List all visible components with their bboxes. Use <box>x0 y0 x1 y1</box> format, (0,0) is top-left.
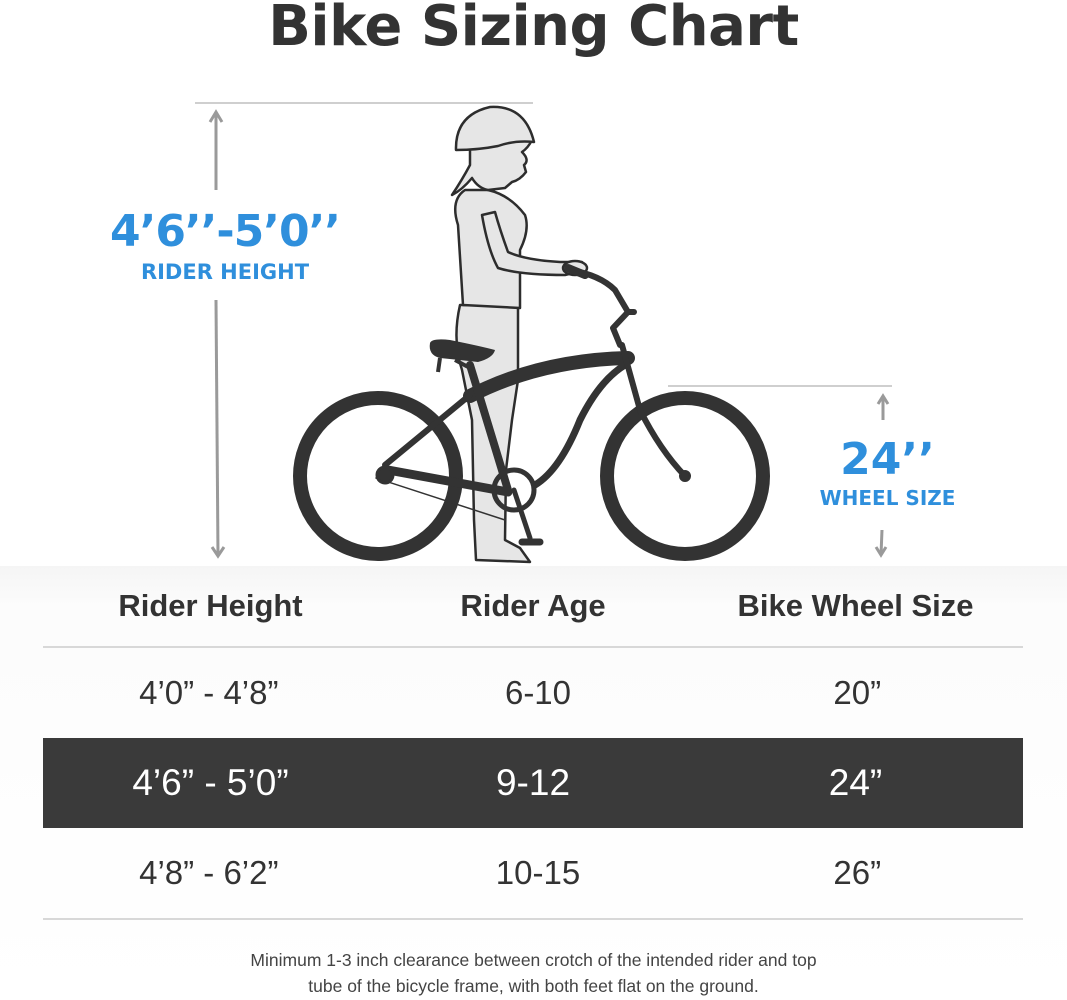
header-wheel-size: Bike Wheel Size <box>737 588 974 623</box>
cell-rider-height: 4’0” - 4’8” <box>139 674 279 711</box>
rider-figure-icon <box>450 105 589 564</box>
up-arrow-icon <box>876 393 890 405</box>
wheel-size-value: 24’’ <box>840 434 935 485</box>
header-rider-age: Rider Age <box>460 588 606 623</box>
table-header: Rider Height Rider Age Bike Wheel Size <box>43 566 1023 648</box>
header-rider-height: Rider Height <box>118 588 303 623</box>
cell-rider-age: 10-15 <box>495 854 581 891</box>
down-arrow-icon <box>874 546 888 558</box>
bike-illustration <box>195 102 892 564</box>
cell-rider-height: 4’8” - 6’2” <box>139 854 279 891</box>
rider-height-callout: 4’6’’-5’0’’ RIDER HEIGHT <box>100 210 350 283</box>
cell-wheel-size: 24” <box>828 762 883 803</box>
clearance-footnote: Minimum 1-3 inch clearance between crotc… <box>0 947 1067 999</box>
cell-rider-age: 6-10 <box>504 674 572 711</box>
sizing-table-section: Rider Height Rider Age Bike Wheel Size 4… <box>0 566 1067 1000</box>
bicycle-icon <box>293 264 770 561</box>
wheel-size-callout: 24’’ WHEEL SIZE <box>800 434 975 510</box>
rider-height-value: 4’6’’-5’0’’ <box>109 206 341 257</box>
cell-wheel-size: 26” <box>833 854 882 891</box>
saddle-icon <box>429 339 495 362</box>
up-arrow-icon <box>208 109 224 123</box>
sizing-table: Rider Height Rider Age Bike Wheel Size 4… <box>43 566 1023 920</box>
rider-height-guide <box>195 102 533 559</box>
table-row: 4’8” - 6’2” 10-15 26” <box>43 828 1023 920</box>
down-arrow-icon <box>210 546 226 559</box>
page-title: Bike Sizing Chart <box>268 0 799 59</box>
footnote-line-2: tube of the bicycle frame, with both fee… <box>308 976 759 996</box>
wheel-size-label: WHEEL SIZE <box>819 486 956 510</box>
table-row: 4’0” - 4’8” 6-10 20” <box>43 648 1023 738</box>
cell-rider-age: 9-12 <box>495 762 571 803</box>
cell-rider-height: 4’6” - 5’0” <box>132 762 289 803</box>
rider-height-label: RIDER HEIGHT <box>140 260 310 284</box>
wheel-size-guide <box>668 385 892 558</box>
cell-wheel-size: 20” <box>833 674 882 711</box>
table-row-highlighted: 4’6” - 5’0” 9-12 24” <box>43 738 1023 828</box>
footnote-line-1: Minimum 1-3 inch clearance between crotc… <box>250 950 817 970</box>
